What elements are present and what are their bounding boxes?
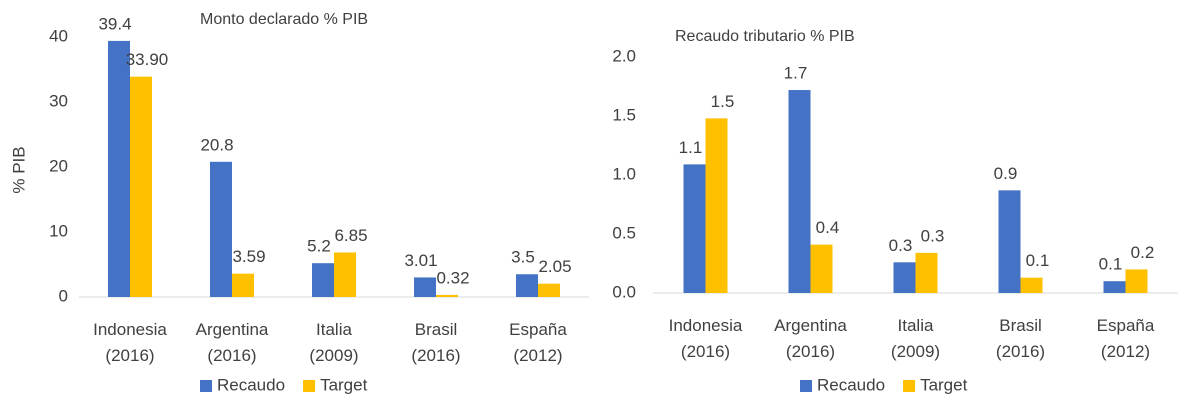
y-tick-label: 0 [59,286,68,305]
x-tick-label: Indonesia (2016) [669,316,743,361]
bar [130,76,152,298]
value-label: 20.8 [200,135,233,154]
bar [1125,269,1148,293]
bar [232,273,254,297]
value-label: 3.59 [232,247,265,266]
x-tick-label-line: (2016) [996,342,1045,361]
bar [334,252,356,297]
x-tick-label: Brasil (2016) [411,320,460,365]
x-tick-label-line: Indonesia [93,320,167,339]
bar [312,263,334,297]
legend-label: Recaudo [817,375,885,394]
value-label: 39.4 [98,14,131,33]
legend-label: Target [320,375,368,394]
bar [893,262,916,293]
legend-swatch [800,380,812,392]
x-tick-label-line: (2016) [411,346,460,365]
x-tick-label-line: Argentina [774,316,847,335]
x-tick-label-line: (2016) [105,346,154,365]
legend-swatch [303,380,316,392]
value-label: 0.9 [994,164,1018,183]
value-label: 33.90 [126,50,169,69]
value-label: 0.1 [1099,255,1123,274]
bar [1020,277,1043,293]
value-label: 5.2 [307,237,331,256]
bar [705,118,728,293]
x-tick-label-line: Italia [898,316,934,335]
value-label: 0.3 [921,226,945,245]
x-tick-label: Indonesia (2016) [93,320,167,365]
x-tick-label-line: Indonesia [669,316,743,335]
x-tick-label-line: Brasil [415,320,458,339]
x-tick-label-line: (2016) [786,342,835,361]
x-tick-label-line: (2009) [309,346,358,365]
y-axis-label: % PIB [9,146,28,193]
value-label: 6.85 [334,226,367,245]
bar [810,244,833,293]
x-tick-label-line: España [1097,316,1155,335]
y-tick-label: 0.5 [612,223,636,242]
value-label: 0.32 [436,268,469,287]
x-tick-label: España (2012) [509,320,567,365]
bar [108,40,130,298]
y-tick-label: 30 [49,91,68,110]
bar [414,277,436,297]
bar [516,274,538,297]
legend-swatch [903,380,916,392]
x-tick-label: Brasil (2016) [996,316,1045,361]
bar [538,283,560,297]
x-tick-label-line: (2012) [513,346,562,365]
x-tick-label: Argentina (2016) [774,316,847,361]
y-tick-label: 1.5 [612,105,636,124]
legend-label: Target [920,375,968,394]
value-label: 3.5 [511,248,535,267]
value-label: 1.5 [711,92,735,111]
bar [436,294,458,297]
y-tick-label: 20 [49,156,68,175]
x-tick-label: España (2012) [1097,316,1155,361]
value-label: 1.1 [679,138,703,157]
x-tick-label-line: Argentina [196,320,269,339]
x-tick-label-line: Italia [316,320,352,339]
y-tick-label: 2.0 [612,46,636,65]
bar [915,252,938,293]
x-tick-label-line: (2012) [1101,342,1150,361]
legend-swatch [200,380,212,392]
x-tick-label-line: (2009) [891,342,940,361]
chart-title: Recaudo tributario % PIB [675,28,855,45]
bar [1103,281,1126,293]
legend-label: Recaudo [217,375,285,394]
bar [998,190,1021,293]
x-tick-label: Argentina (2016) [196,320,269,365]
x-tick-label-line: (2016) [681,342,730,361]
value-label: 0.4 [816,218,840,237]
y-tick-label: 1.0 [612,164,636,183]
y-tick-label: 10 [49,221,68,240]
bar [210,161,232,297]
x-tick-label-line: Brasil [999,316,1042,335]
value-label: 2.05 [538,257,571,276]
value-label: 3.01 [404,251,437,270]
bar [683,164,706,293]
y-tick-label: 40 [49,26,68,45]
x-tick-label-line: (2016) [207,346,256,365]
x-tick-label-line: España [509,320,567,339]
value-label: 0.2 [1131,243,1155,262]
bar [788,90,811,293]
value-label: 0.3 [889,236,913,255]
y-tick-label: 0.0 [612,282,636,301]
x-tick-label: Italia (2009) [891,316,940,361]
chart-title: Monto declarado % PIB [200,11,368,28]
value-label: 0.1 [1026,251,1050,270]
value-label: 1.7 [784,64,808,83]
x-tick-label: Italia (2009) [309,320,358,365]
